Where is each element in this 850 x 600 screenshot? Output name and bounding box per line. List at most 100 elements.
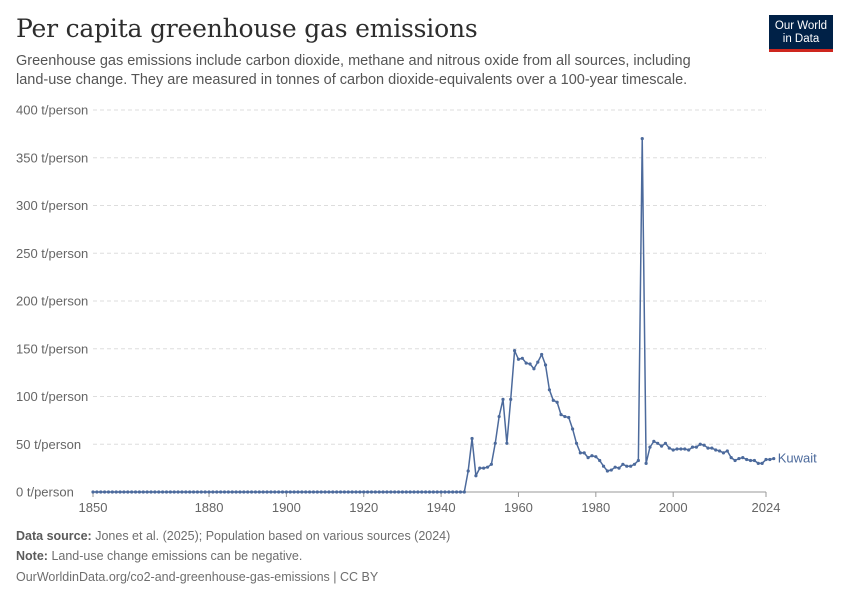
data-point xyxy=(462,490,466,494)
data-point xyxy=(567,415,571,420)
owid-logo[interactable]: Our World in Data xyxy=(769,15,833,52)
data-point xyxy=(598,458,602,463)
data-point xyxy=(772,456,776,461)
data-point xyxy=(261,490,265,494)
data-point xyxy=(528,362,532,366)
data-point xyxy=(203,490,207,494)
data-point xyxy=(748,458,753,463)
data-point xyxy=(617,466,621,470)
y-tick-label: 0 t/person xyxy=(16,485,74,500)
data-point xyxy=(288,490,292,494)
data-point xyxy=(524,361,528,365)
data-point xyxy=(717,449,722,453)
data-point xyxy=(103,490,107,494)
x-tick-label: 1900 xyxy=(272,500,301,515)
data-point xyxy=(578,451,582,455)
data-point xyxy=(95,490,99,494)
data-point xyxy=(609,468,613,472)
logo-line-1: Our World xyxy=(774,20,828,32)
data-point xyxy=(222,490,227,494)
source-url[interactable]: OurWorldinData.org/co2-and-greenhouse-ga… xyxy=(16,570,379,584)
data-point xyxy=(184,490,188,494)
note-line: Note: Land-use change emissions can be n… xyxy=(16,549,302,563)
y-tick-label: 100 t/person xyxy=(16,389,88,404)
data-source-text[interactable]: Jones et al. (2025); Population based on… xyxy=(95,529,451,543)
data-point xyxy=(478,466,482,470)
data-point xyxy=(536,360,540,364)
data-point xyxy=(315,490,319,494)
data-point xyxy=(99,490,103,494)
data-point xyxy=(323,490,327,494)
data-point xyxy=(188,490,192,494)
x-tick-label: 1920 xyxy=(349,500,378,515)
data-point xyxy=(172,490,176,494)
data-point xyxy=(512,349,517,353)
data-source-label: Data source: xyxy=(16,529,92,543)
data-point xyxy=(652,439,656,443)
data-point xyxy=(768,457,772,462)
data-point xyxy=(358,490,362,494)
data-point xyxy=(756,461,760,465)
data-point xyxy=(335,490,339,494)
data-point xyxy=(729,456,733,460)
data-point xyxy=(408,490,412,494)
data-point xyxy=(710,446,714,450)
data-point xyxy=(582,451,586,455)
data-point xyxy=(168,490,172,494)
data-point xyxy=(230,490,234,494)
data-point xyxy=(540,352,544,357)
data-point xyxy=(543,363,548,367)
data-point xyxy=(435,490,439,494)
data-point xyxy=(199,490,203,494)
data-point xyxy=(509,397,513,401)
data-point xyxy=(613,465,617,469)
data-point xyxy=(501,397,505,401)
data-point xyxy=(690,445,695,449)
data-point xyxy=(416,490,420,494)
data-point xyxy=(741,456,745,460)
data-point xyxy=(412,490,416,494)
data-point xyxy=(292,490,296,494)
data-point xyxy=(764,457,768,462)
data-point xyxy=(520,356,524,360)
data-point xyxy=(273,490,277,494)
data-point xyxy=(389,490,393,494)
data-point xyxy=(505,441,509,445)
data-point xyxy=(338,490,343,494)
data-point xyxy=(551,398,555,402)
data-point xyxy=(702,443,706,447)
data-point xyxy=(443,490,447,494)
data-source-line: Data source: Jones et al. (2025); Popula… xyxy=(16,529,450,543)
data-point xyxy=(420,490,424,494)
y-tick-label: 250 t/person xyxy=(16,246,88,261)
data-point xyxy=(601,464,606,468)
data-point xyxy=(485,465,490,469)
x-tick-label: 1880 xyxy=(195,500,224,515)
data-point xyxy=(242,490,246,494)
data-point xyxy=(180,490,184,494)
data-point xyxy=(300,490,304,494)
data-point xyxy=(656,441,660,445)
x-tick-label: 2000 xyxy=(659,500,688,515)
data-point xyxy=(470,436,474,441)
data-point xyxy=(439,490,443,494)
data-point xyxy=(679,447,683,451)
data-point xyxy=(625,464,629,468)
data-point xyxy=(427,490,432,494)
y-tick-label: 350 t/person xyxy=(16,150,88,165)
data-point xyxy=(369,490,374,494)
data-point xyxy=(516,357,521,361)
y-tick-label: 150 t/person xyxy=(16,341,88,356)
data-point xyxy=(249,490,254,494)
data-point xyxy=(733,458,737,463)
data-point xyxy=(280,490,285,494)
data-point xyxy=(122,490,126,494)
data-point xyxy=(350,490,354,494)
data-point xyxy=(605,469,610,473)
data-point xyxy=(636,458,640,463)
data-point xyxy=(424,490,428,494)
data-point xyxy=(327,490,331,494)
data-point xyxy=(493,441,497,445)
data-point xyxy=(385,490,389,494)
